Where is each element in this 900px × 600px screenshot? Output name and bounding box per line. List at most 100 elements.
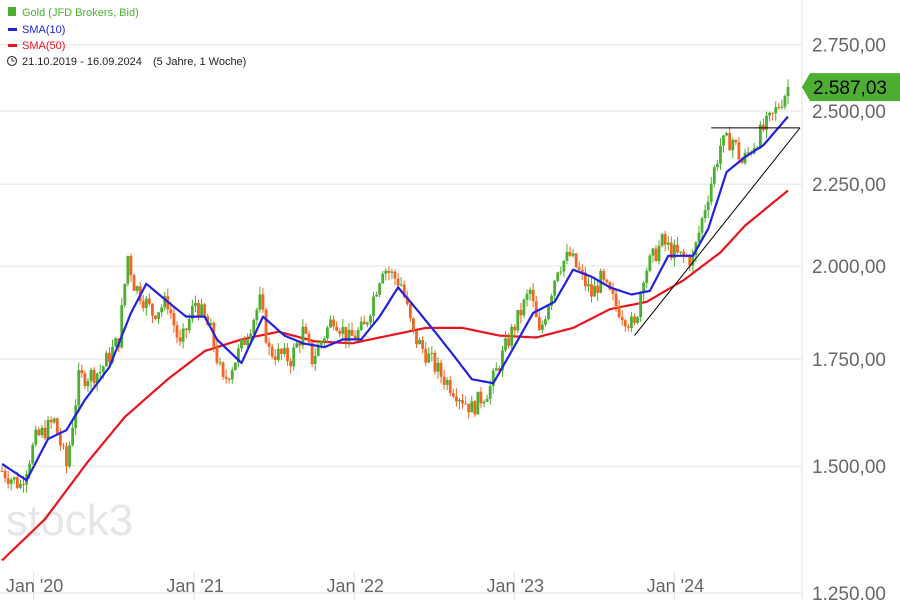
ohlc-bar	[728, 126, 732, 151]
ohlc-bar	[630, 311, 633, 333]
ohlc-bar	[313, 347, 317, 371]
ohlc-bar	[132, 273, 136, 291]
sma50-line	[1, 189, 789, 562]
ohlc-bar	[531, 282, 535, 308]
ohlc-bar	[332, 315, 335, 331]
ohlc-legend-icon	[8, 7, 16, 16]
ohlc-bar	[80, 364, 84, 378]
ohlc-bar	[461, 394, 464, 409]
x-tick-label: Jan '22	[326, 576, 383, 596]
ohlc-bar	[722, 135, 725, 153]
ohlc-bar	[771, 112, 775, 121]
ohlc-bar	[55, 417, 59, 434]
ohlc-bar	[249, 329, 253, 342]
ohlc-bar	[679, 251, 682, 256]
ohlc-bar	[436, 357, 440, 379]
ohlc-bar	[494, 362, 498, 371]
ohlc-bar	[470, 395, 474, 413]
chart-legend: Gold (JFD Brokers, Bid) SMA(10) SMA(50) …	[6, 7, 246, 68]
ohlc-bar	[731, 137, 735, 159]
ohlc-bar	[620, 310, 624, 326]
ohlc-bar	[734, 139, 738, 145]
ohlc-bar	[476, 391, 480, 415]
ohlc-bar	[77, 362, 81, 413]
ohlc-bar	[62, 442, 65, 450]
ohlc-bar	[19, 479, 22, 490]
ohlc-bar	[697, 226, 701, 246]
ohlc-bar	[540, 320, 544, 334]
ohlc-bar	[421, 336, 425, 354]
price-badge-shape	[802, 73, 900, 102]
sma50-series	[1, 189, 789, 562]
ohlc-bar	[762, 118, 765, 133]
clock-icon	[6, 55, 18, 67]
ohlc-bar	[605, 278, 609, 284]
y-tick-label: 2.750,00	[812, 36, 886, 57]
ohlc-bar	[464, 396, 468, 405]
y-tick-label: 1.500,00	[812, 457, 886, 478]
ohlc-bar	[491, 368, 495, 394]
ohlc-bar	[534, 296, 538, 318]
ohlc-bar	[129, 253, 133, 282]
ohlc-bar	[418, 337, 421, 345]
ohlc-bar	[783, 94, 787, 110]
ohlc-bar	[120, 298, 124, 349]
ohlc-bar	[114, 336, 118, 348]
ohlc-bar	[341, 319, 345, 342]
ohlc-bar	[415, 330, 418, 348]
ohlc-bar	[639, 291, 643, 322]
ohlc-bar	[255, 307, 259, 326]
ohlc-bar	[301, 319, 305, 350]
ohlc-bar	[568, 246, 572, 258]
ohlc-bar	[384, 268, 388, 281]
ohlc-bar	[154, 315, 157, 321]
sma10-series	[1, 115, 789, 482]
ohlc-bar	[663, 230, 667, 252]
ohlc-bar	[587, 276, 590, 293]
ohlc-bar	[709, 176, 713, 206]
legend-sma10: SMA(10)	[22, 24, 65, 36]
ohlc-bar	[676, 237, 679, 254]
ohlc-bar	[725, 131, 728, 137]
ohlc-bar	[777, 102, 781, 110]
ohlc-bar	[645, 267, 649, 289]
ohlc-bar	[233, 362, 237, 371]
y-tick-label: 2.000,00	[812, 257, 886, 278]
ohlc-bar	[583, 266, 587, 292]
x-axis: Jan '20 Jan '21 Jan '22 Jan '23 Jan '24	[6, 572, 704, 600]
sma50-legend-swatch	[8, 44, 17, 47]
ohlc-bar	[501, 345, 504, 378]
legend-main: Gold (JFD Brokers, Bid)	[22, 7, 139, 19]
ohlc-bar	[200, 298, 203, 318]
ohlc-bar	[427, 347, 431, 364]
ohlc-bar	[559, 266, 563, 276]
ohlc-bar	[571, 248, 575, 258]
ohlc-bar	[46, 415, 50, 441]
ohlc-bar	[393, 269, 397, 286]
ohlc-bar	[304, 323, 308, 335]
x-tick-label: Jan '21	[166, 576, 223, 596]
ohlc-bar	[488, 380, 492, 405]
ohlc-bar	[424, 342, 428, 367]
ohlc-bar	[335, 321, 339, 332]
ohlc-bar	[37, 426, 41, 437]
ohlc-bar	[590, 276, 593, 303]
ohlc-bar	[737, 137, 741, 164]
ohlc-bar	[553, 279, 557, 302]
ohlc-bar	[261, 287, 265, 314]
ohlc-bar	[433, 350, 437, 375]
ohlc-bar	[289, 357, 293, 374]
ohlc-bar	[267, 337, 271, 355]
ohlc-bar	[602, 268, 606, 286]
ohlc-bar	[522, 297, 526, 319]
ohlc-bar	[758, 121, 762, 150]
y-tick-label: 2.250,00	[812, 175, 886, 196]
ohlc-bar	[71, 421, 75, 447]
ohlc-bar	[227, 377, 231, 384]
sma10-line	[1, 115, 789, 482]
ohlc-bar	[310, 341, 314, 367]
y-tick-label: 1.750,00	[812, 350, 886, 371]
ohlc-bar	[175, 321, 179, 344]
ohlc-bar	[209, 318, 213, 326]
ohlc-bar	[0, 466, 4, 473]
